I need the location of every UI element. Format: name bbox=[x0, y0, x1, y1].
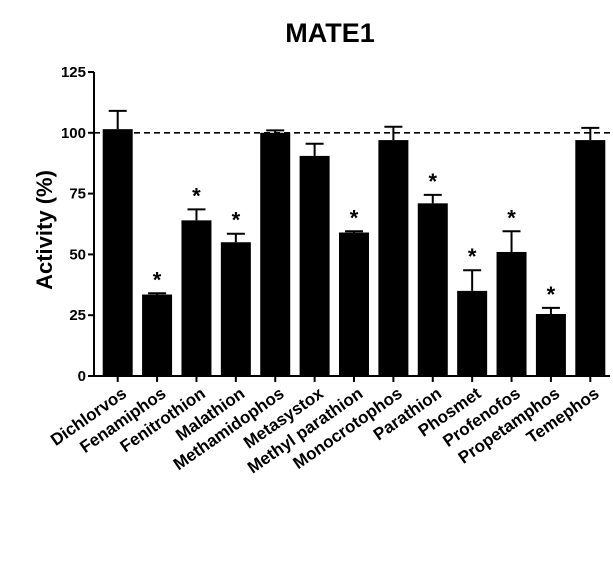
significance-marker: * bbox=[428, 169, 437, 194]
y-tick-label: 25 bbox=[69, 307, 86, 324]
bar bbox=[535, 313, 566, 376]
bar bbox=[102, 129, 133, 376]
bar bbox=[299, 155, 330, 376]
bar bbox=[339, 232, 369, 376]
bar bbox=[457, 290, 488, 376]
bar bbox=[496, 251, 527, 376]
bar bbox=[220, 242, 251, 376]
significance-marker: * bbox=[468, 244, 477, 269]
y-tick-label: 125 bbox=[61, 64, 86, 81]
bar bbox=[417, 203, 448, 376]
significance-marker: * bbox=[350, 205, 359, 230]
bar bbox=[142, 294, 173, 376]
plot-area: 0255075100125Dichlorvos*Fenamiphos*Fenit… bbox=[47, 64, 610, 477]
chart-title: MATE1 bbox=[285, 18, 375, 48]
significance-marker: * bbox=[192, 183, 201, 208]
y-tick-label: 50 bbox=[69, 246, 86, 263]
bar bbox=[181, 220, 212, 376]
y-axis-label: Activity (%) bbox=[32, 170, 57, 290]
bar bbox=[378, 140, 409, 376]
y-tick-label: 0 bbox=[78, 368, 86, 385]
y-tick-label: 75 bbox=[69, 186, 86, 203]
significance-marker: * bbox=[232, 208, 241, 233]
bar bbox=[575, 140, 606, 376]
significance-marker: * bbox=[507, 205, 516, 230]
significance-marker: * bbox=[547, 282, 556, 307]
significance-marker: * bbox=[153, 267, 162, 292]
y-tick-label: 100 bbox=[61, 125, 86, 142]
bar bbox=[260, 132, 291, 376]
